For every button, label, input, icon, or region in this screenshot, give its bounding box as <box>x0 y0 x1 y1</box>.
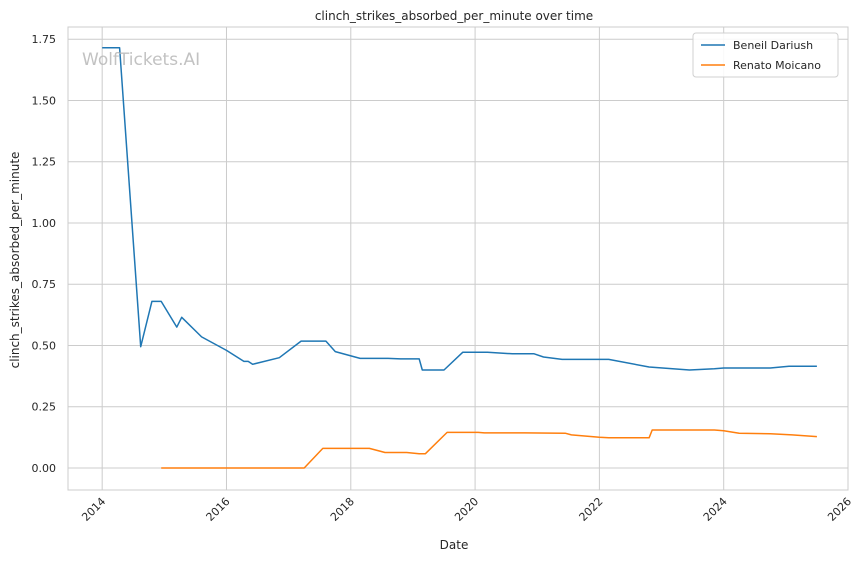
plot-area-frame <box>67 26 849 491</box>
y-tick-label: 0.25 <box>32 401 57 414</box>
y-tick-label: 0.00 <box>32 462 57 475</box>
watermark: WolfTickets.AI <box>82 50 200 70</box>
y-tick-label: 0.75 <box>32 278 57 291</box>
y-tick-label: 1.25 <box>32 156 57 169</box>
y-axis-ticks: 0.00 0.25 0.50 0.75 1.00 1.25 1.50 1.75 <box>32 33 57 475</box>
y-tick-label: 1.00 <box>32 217 57 230</box>
legend-label: Beneil Dariush <box>733 39 813 52</box>
y-axis-title: clinch_strikes_absorbed_per_minute <box>8 152 22 369</box>
legend-box <box>692 32 839 78</box>
y-tick-label: 1.50 <box>32 94 57 107</box>
chart-title: clinch_strikes_absorbed_per_minute over … <box>315 9 593 23</box>
series-layer <box>102 47 817 469</box>
x-axis-title: Date <box>440 538 469 552</box>
series-line-1 <box>161 429 817 469</box>
y-tick-label: 1.75 <box>32 33 57 46</box>
series-line-0 <box>102 47 817 371</box>
legend-label: Renato Moicano <box>733 59 821 72</box>
y-tick-label: 0.50 <box>32 339 57 352</box>
legend: Beneil Dariush Renato Moicano <box>692 32 839 78</box>
grid <box>68 27 849 490</box>
